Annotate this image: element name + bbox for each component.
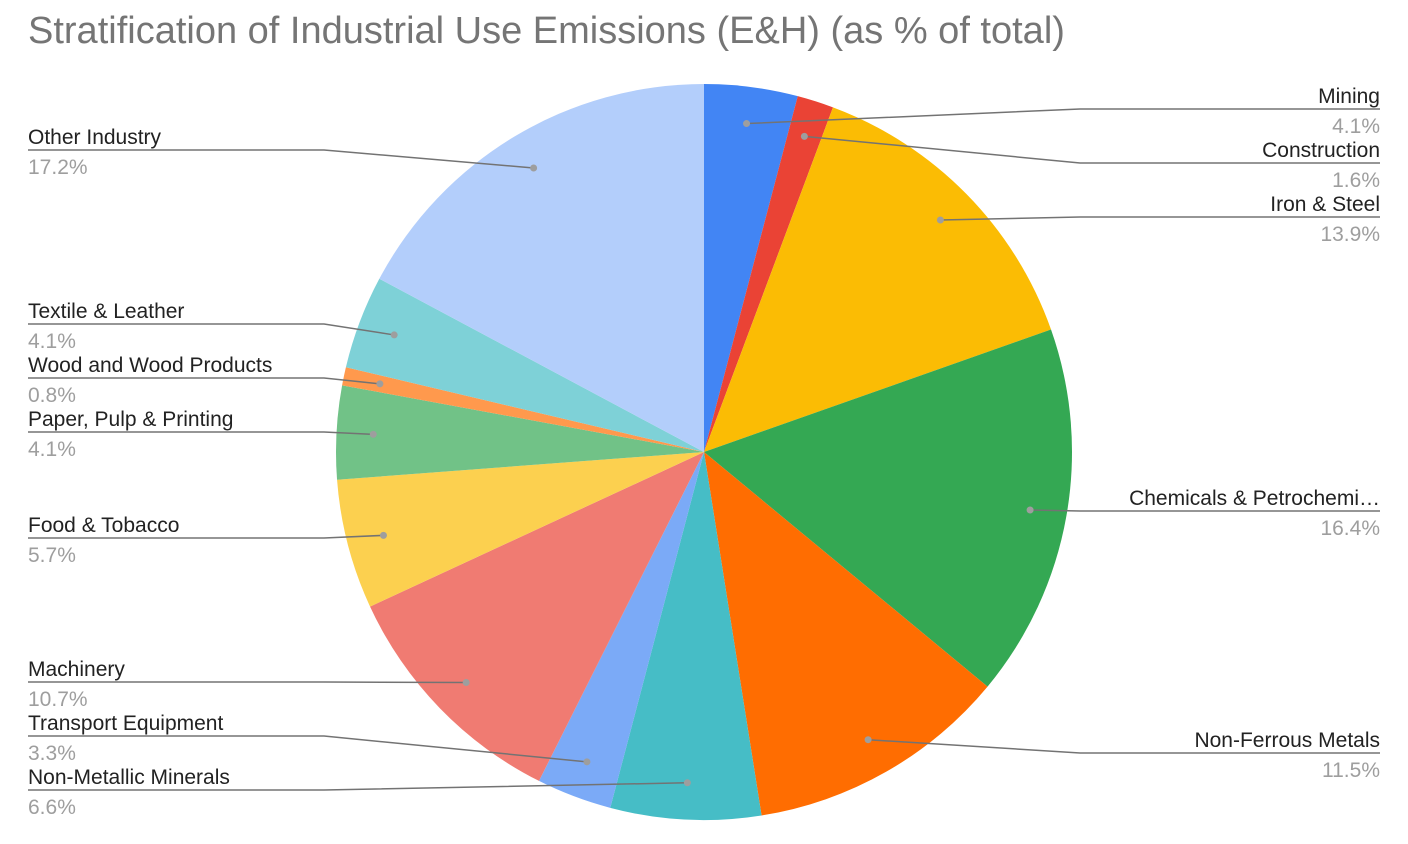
slice-value-iron-and-steel: 13.9%	[1320, 223, 1380, 246]
pie-slice-construction[interactable]	[704, 96, 833, 452]
slice-label-paper-pulp-and-printing: Paper, Pulp & Printing	[28, 408, 233, 431]
pie-slice-other-industry[interactable]	[379, 84, 704, 452]
slice-label-non-metallic-minerals: Non-Metallic Minerals	[28, 766, 230, 789]
callout-line-non-ferrous-metals	[868, 738, 1380, 754]
callout-line-paper-pulp-and-printing	[28, 431, 374, 436]
callout-dot-wood-and-wood-products	[376, 380, 384, 388]
pie-callouts	[28, 108, 1380, 791]
callout-line-transport-equipment	[28, 735, 588, 763]
pie-slice-paper-pulp-and-printing[interactable]	[336, 385, 704, 480]
slice-value-chemicals-and-petrochemicals: 16.4%	[1320, 517, 1380, 540]
callout-line-iron-and-steel	[940, 216, 1380, 221]
callout-dot-food-and-tobacco	[379, 531, 387, 539]
pie-slice-food-and-tobacco[interactable]	[337, 452, 704, 607]
callout-dot-non-ferrous-metals	[864, 736, 872, 744]
slice-label-textile-and-leather: Textile & Leather	[28, 300, 184, 323]
pie-slice-non-ferrous-metals[interactable]	[704, 452, 988, 816]
slice-label-wood-and-wood-products: Wood and Wood Products	[28, 354, 272, 377]
pie-slice-mining[interactable]	[704, 84, 798, 452]
slice-label-other-industry: Other Industry	[28, 126, 162, 149]
slice-value-construction: 1.6%	[1332, 169, 1380, 192]
slice-label-transport-equipment: Transport Equipment	[28, 712, 223, 735]
slice-value-transport-equipment: 3.3%	[28, 742, 76, 765]
callout-line-other-industry	[28, 149, 534, 169]
pie-slice-iron-and-steel[interactable]	[704, 107, 1052, 452]
callout-line-food-and-tobacco	[28, 534, 384, 539]
chart-title: Stratification of Industrial Use Emissio…	[28, 10, 1065, 52]
pie-slice-chemicals-and-petrochemicals[interactable]	[704, 329, 1072, 687]
slice-value-food-and-tobacco: 5.7%	[28, 544, 76, 567]
callout-dot-mining	[743, 120, 751, 128]
slice-label-iron-and-steel: Iron & Steel	[1270, 193, 1380, 216]
pie-slice-machinery[interactable]	[370, 452, 704, 781]
slice-value-non-ferrous-metals: 11.5%	[1322, 759, 1380, 782]
callout-dot-paper-pulp-and-printing	[369, 430, 377, 438]
slice-value-non-metallic-minerals: 6.6%	[28, 796, 76, 819]
callout-line-non-metallic-minerals	[28, 782, 688, 791]
slice-value-mining: 4.1%	[1332, 115, 1380, 138]
callout-line-construction	[804, 135, 1380, 164]
slice-value-paper-pulp-and-printing: 4.1%	[28, 438, 76, 461]
pie-slice-textile-and-leather[interactable]	[345, 278, 704, 452]
slice-label-food-and-tobacco: Food & Tobacco	[28, 514, 179, 537]
callout-dot-transport-equipment	[583, 758, 591, 766]
callout-dot-construction	[800, 132, 808, 140]
callout-dot-machinery	[462, 678, 470, 686]
callout-line-textile-and-leather	[28, 323, 395, 336]
slice-label-chemicals-and-petrochemicals: Chemicals & Petrochemi…	[1129, 487, 1380, 510]
callout-dot-textile-and-leather	[390, 331, 398, 339]
callout-dot-chemicals-and-petrochemicals	[1026, 506, 1034, 514]
callout-line-wood-and-wood-products	[28, 377, 380, 385]
callout-line-mining	[746, 108, 1380, 125]
slice-value-textile-and-leather: 4.1%	[28, 330, 76, 353]
pie-slices	[336, 84, 1072, 821]
callout-dot-other-industry	[530, 164, 538, 172]
slice-label-mining: Mining	[1318, 85, 1380, 108]
callout-dot-iron-and-steel	[936, 216, 944, 224]
slice-label-construction: Construction	[1262, 139, 1380, 162]
slice-value-other-industry: 17.2%	[28, 156, 88, 179]
pie-slice-non-metallic-minerals[interactable]	[610, 452, 762, 821]
slice-label-non-ferrous-metals: Non-Ferrous Metals	[1194, 729, 1380, 752]
slice-value-machinery: 10.7%	[28, 688, 88, 711]
callout-dot-non-metallic-minerals	[683, 779, 691, 787]
pie-slice-transport-equipment[interactable]	[538, 452, 704, 808]
pie-slice-wood-and-wood-products[interactable]	[342, 367, 704, 452]
slice-value-wood-and-wood-products: 0.8%	[28, 384, 76, 407]
slice-label-machinery: Machinery	[28, 658, 125, 681]
callout-line-chemicals-and-petrochemicals	[1030, 509, 1380, 512]
